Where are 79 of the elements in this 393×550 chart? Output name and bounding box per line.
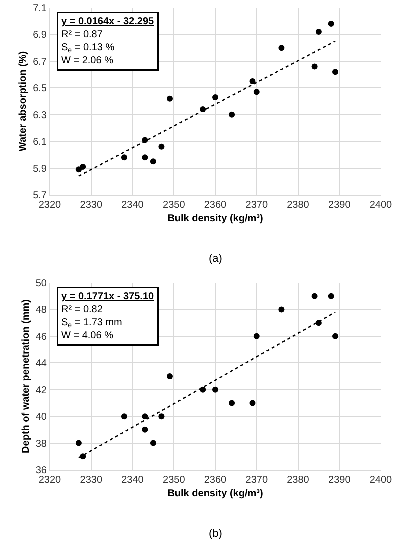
- y-tick-label: 42: [36, 385, 48, 396]
- annotation: W = 4.06 %: [62, 330, 114, 342]
- point: [254, 333, 260, 340]
- point: [312, 64, 318, 70]
- point: [150, 158, 156, 165]
- x-tick-label: 2350: [163, 200, 186, 211]
- y-tick-label: 7.1: [33, 4, 48, 14]
- x-tick-label: 2380: [287, 200, 310, 211]
- y-tick-label: 6.7: [33, 56, 48, 68]
- point: [121, 414, 128, 420]
- text: (b): [209, 528, 222, 540]
- y-tick-label: 38: [36, 438, 48, 450]
- annotation: y = 0.1771x - 375.10: [62, 292, 155, 302]
- y-tick-label: 6.3: [33, 110, 48, 122]
- x-tick-label: 2390: [328, 200, 352, 211]
- y-tick-label: 5.9: [33, 164, 48, 175]
- x-axis-title: Bulk density (kg/m³): [168, 488, 264, 500]
- point: [312, 293, 318, 300]
- y-tick-label: 6.5: [33, 84, 48, 95]
- point: [76, 440, 82, 446]
- annotation: W = 2.06 %: [62, 56, 114, 66]
- point: [142, 426, 148, 433]
- y-tick-label: 50: [36, 278, 48, 290]
- y-tick-label: 6.9: [33, 30, 48, 42]
- point: [254, 89, 260, 96]
- x-tick-label: 2380: [287, 475, 310, 486]
- point: [158, 414, 165, 420]
- point: [229, 112, 236, 118]
- point: [80, 164, 86, 170]
- point: [142, 414, 148, 420]
- x-tick-label: 2340: [122, 475, 144, 486]
- point: [212, 94, 218, 100]
- point: [166, 374, 173, 380]
- point: [332, 69, 338, 76]
- point: [142, 154, 148, 161]
- annotation: R² = 0.87: [62, 30, 104, 40]
- point: [332, 333, 338, 340]
- x-tick-label: 2400: [370, 200, 393, 211]
- x-tick-label: 2370: [246, 475, 268, 486]
- y-tick-label: 44: [36, 358, 48, 370]
- point: [250, 78, 256, 84]
- y-axis-title: Water absorption (%): [18, 51, 30, 152]
- text: (a): [209, 253, 222, 265]
- x-tick-label: 2360: [204, 200, 228, 211]
- annotation: S$_{e}$ = 1.73 mm: [62, 318, 122, 330]
- x-tick-label: 2390: [328, 475, 352, 486]
- y-tick-label: 6.1: [33, 137, 48, 148]
- x-tick-label: 2330: [80, 200, 103, 211]
- point: [316, 29, 322, 36]
- annotation: S$_{e}$ = 0.13 %: [62, 42, 115, 55]
- x-tick-label: 2320: [38, 475, 62, 486]
- point: [328, 21, 334, 28]
- y-tick-label: 40: [36, 412, 48, 424]
- x-tick-label: 2360: [204, 475, 228, 486]
- y-tick-label: 36: [36, 466, 48, 476]
- y-tick-label: 46: [36, 332, 48, 343]
- point: [229, 400, 236, 406]
- point: [166, 96, 173, 102]
- x-axis-title: Bulk density (kg/m³): [168, 214, 264, 224]
- x-tick-label: 2350: [163, 475, 186, 486]
- point: [278, 45, 285, 52]
- point: [250, 400, 256, 406]
- x-tick-label: 2370: [246, 200, 268, 211]
- point: [278, 306, 285, 313]
- point: [76, 166, 82, 173]
- point: [158, 144, 165, 150]
- annotation: R² = 0.82: [62, 304, 104, 316]
- point: [328, 293, 334, 300]
- point: [212, 386, 218, 393]
- x-tick-label: 2330: [80, 475, 103, 486]
- point: [121, 154, 128, 161]
- x-tick-label: 2400: [370, 475, 393, 486]
- x-tick-label: 2320: [38, 200, 62, 211]
- x-tick-label: 2340: [122, 200, 144, 211]
- point: [150, 440, 156, 446]
- y-tick-label: 5.7: [33, 190, 48, 202]
- annotation: y = 0.0164x - 32.295: [62, 16, 155, 28]
- y-tick-label: 48: [36, 305, 48, 316]
- y-axis-title: Depth of water penetration (mm): [20, 300, 32, 454]
